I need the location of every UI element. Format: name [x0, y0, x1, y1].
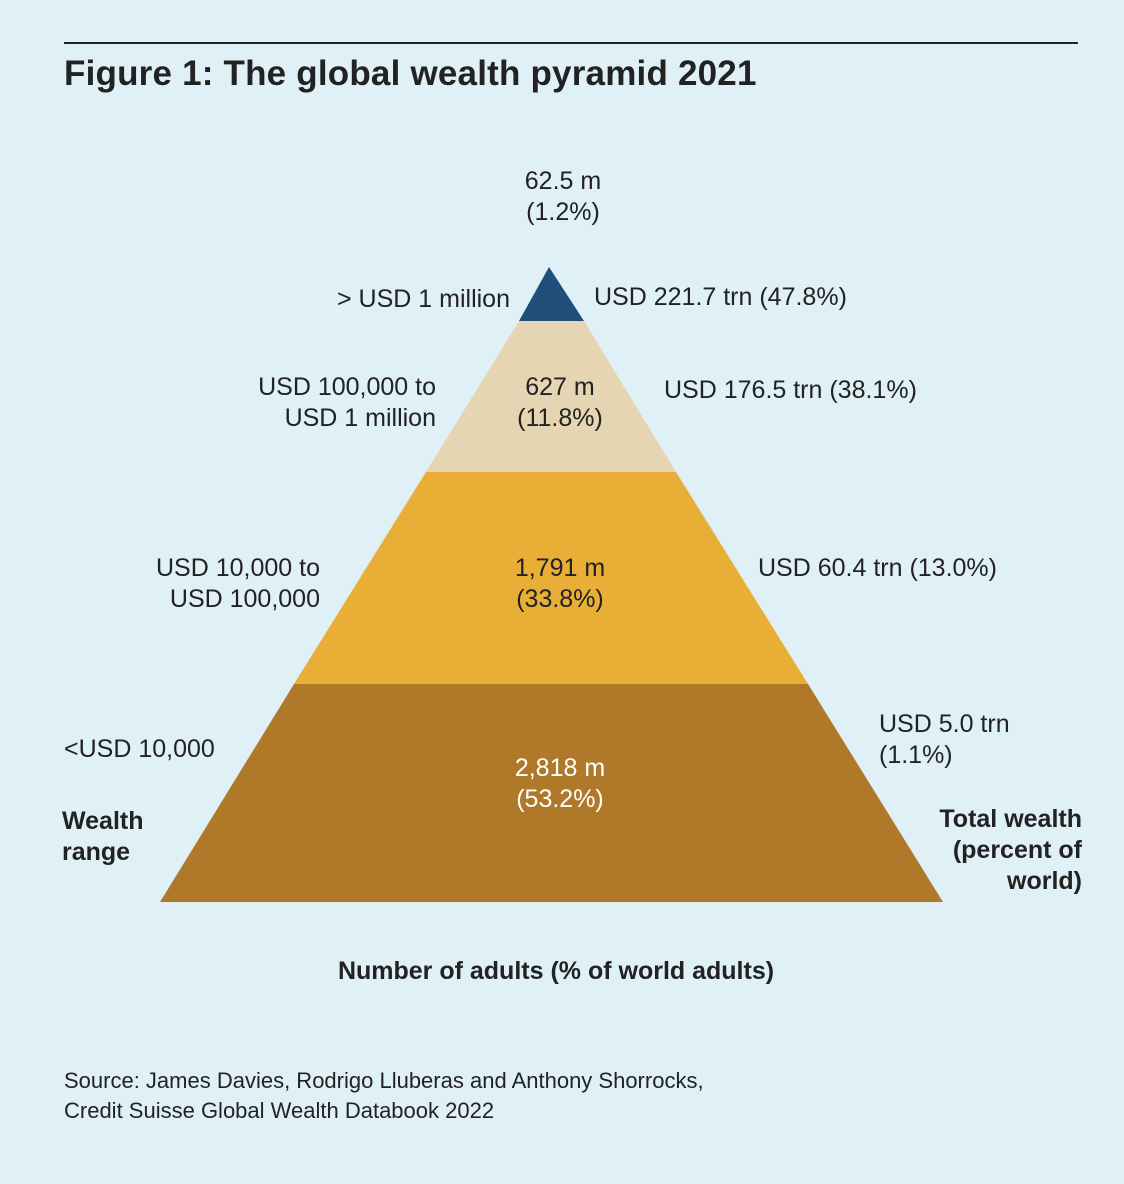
tier-upper-middle-range: USD 100,000 to USD 1 million [258, 373, 436, 432]
tier-base-range: <USD 10,000 [64, 735, 215, 763]
tier-upper-middle-wealth: USD 176.5 trn (38.1%) [664, 376, 917, 404]
tier-top [519, 267, 584, 321]
source-note: Source: James Davies, Rodrigo Lluberas a… [64, 1068, 704, 1123]
figure-title: Figure 1: The global wealth pyramid 2021 [64, 54, 757, 93]
tier-upper-middle-adults: 627 m (11.8%) [517, 373, 603, 432]
tier-top-range: > USD 1 million [337, 285, 510, 313]
tier-base-adults: 2,818 m (53.2%) [514, 754, 606, 813]
tier-middle-range: USD 10,000 to USD 100,000 [156, 554, 320, 613]
tier-upper-middle [426, 321, 676, 472]
tier-base-wealth: USD 5.0 trn (1.1%) [879, 710, 1010, 769]
tier-base [160, 684, 943, 902]
left-axis-label: Wealth range [62, 807, 144, 866]
tier-middle-adults: 1,791 m (33.8%) [514, 554, 606, 613]
x-axis-label: Number of adults (% of world adults) [337, 957, 775, 985]
tier-top-adults: 62.5 m (1.2%) [524, 167, 602, 226]
tier-middle [294, 472, 808, 684]
tier-middle-wealth: USD 60.4 trn (13.0%) [758, 554, 997, 582]
top-rule [64, 42, 1078, 44]
right-axis-label: Total wealth (percent of world) [939, 805, 1082, 895]
tier-top-wealth: USD 221.7 trn (47.8%) [594, 283, 847, 311]
